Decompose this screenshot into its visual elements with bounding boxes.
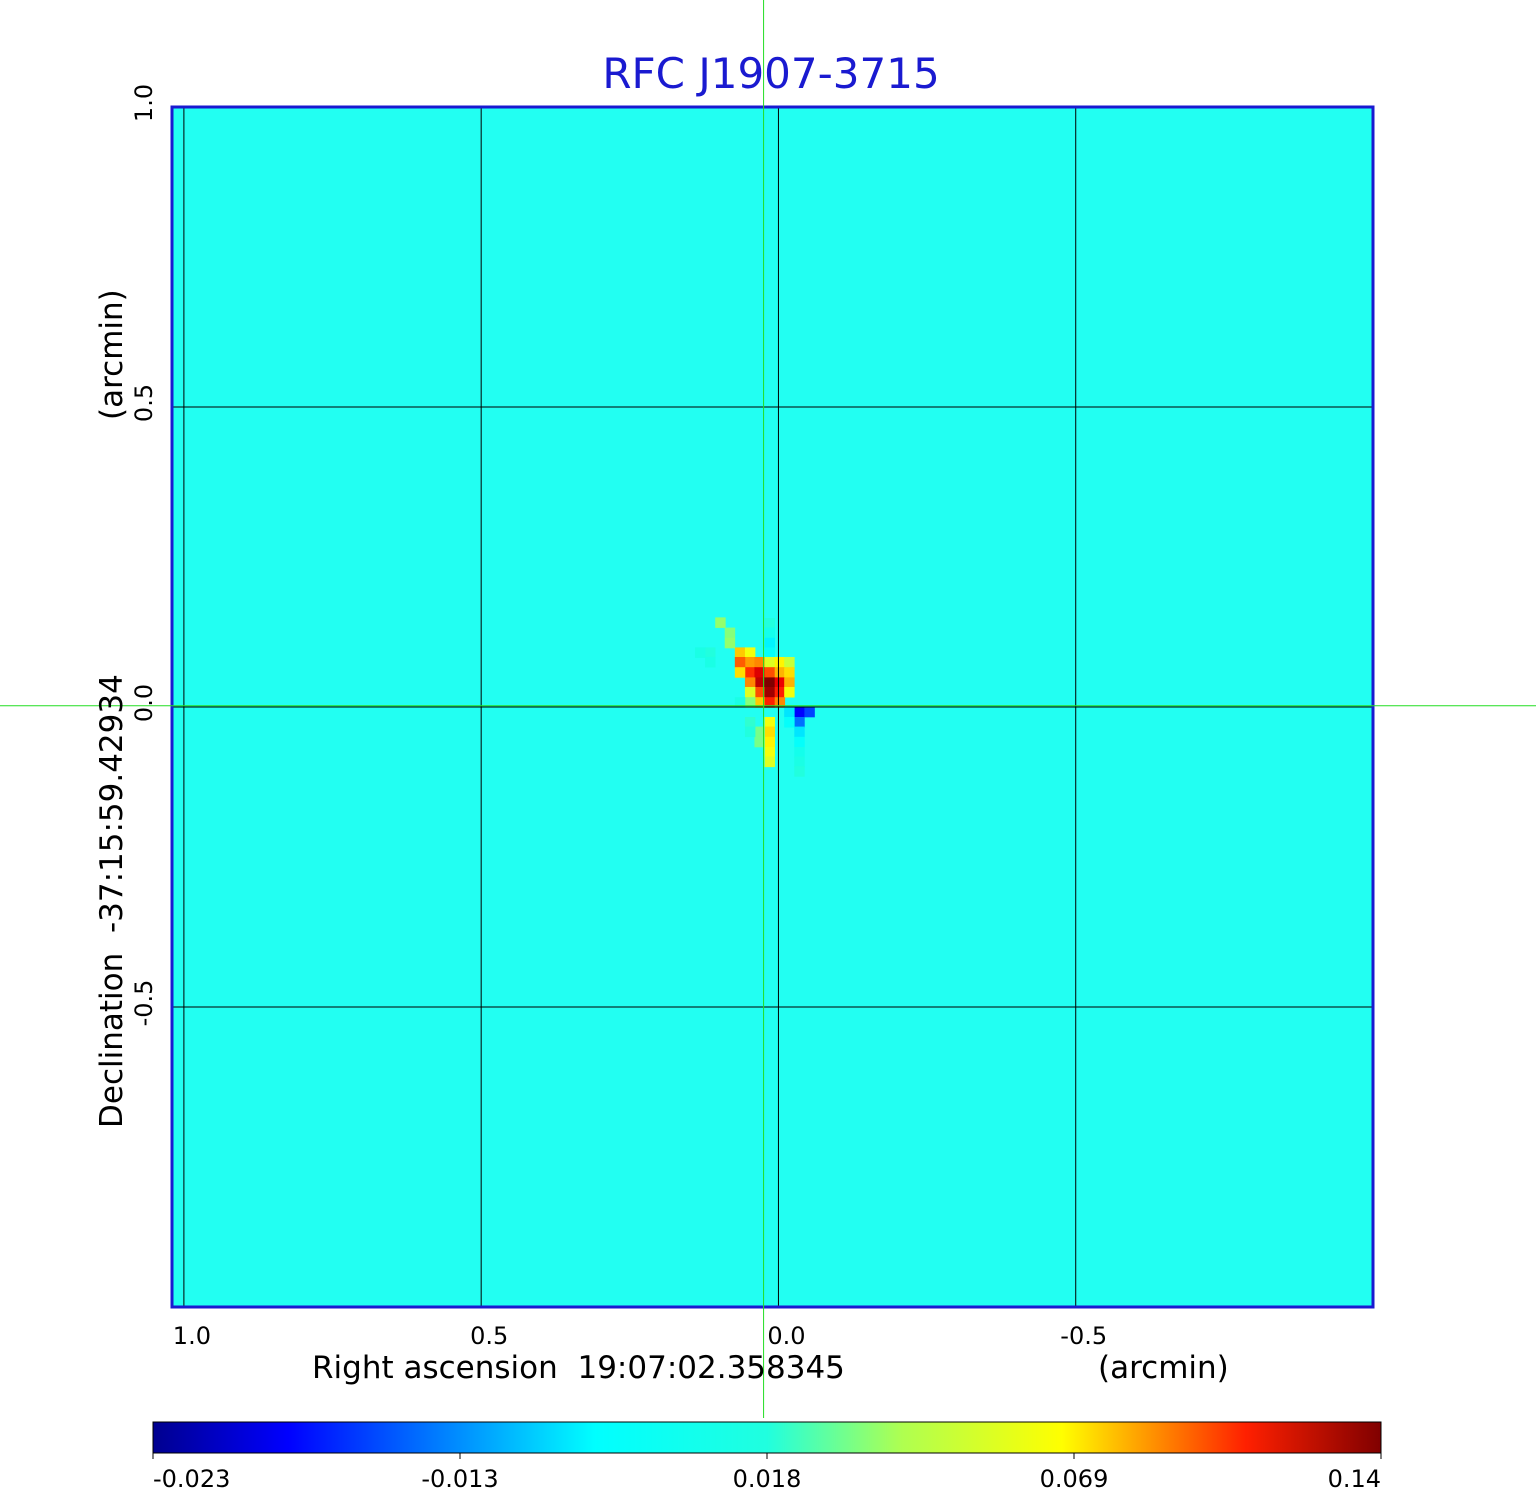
colorbar-tick-label: 0.14 [1328, 1465, 1381, 1493]
x-axis-label: Right ascension 19:07:02.358345 [312, 1350, 845, 1386]
image-pixel [794, 756, 805, 768]
image-pixel [764, 746, 775, 758]
y-axis-unit: (arcmin) [94, 289, 130, 420]
plot-frame [170, 105, 1375, 1309]
x-tick-label: 0.5 [470, 1322, 508, 1350]
x-tick-label: 0.0 [767, 1322, 805, 1350]
colorbar-tick-labels: -0.023 -0.013 0.018 0.069 0.14 [152, 1453, 1382, 1493]
image-pixel [784, 656, 795, 668]
image-pixel [774, 667, 786, 678]
image-pixel [774, 697, 786, 708]
image-pixel [724, 627, 736, 639]
image-pixel [764, 617, 775, 629]
image-pixel [715, 617, 726, 628]
image-pixel [744, 656, 756, 668]
image-pixel [705, 647, 716, 658]
y-tick-label: -0.5 [130, 980, 158, 1027]
image-pixel [764, 637, 775, 649]
image-pixel [734, 647, 746, 658]
colorbar-tick-label: 0.018 [733, 1465, 802, 1493]
image-pixel [764, 736, 775, 748]
image-pixel [744, 667, 756, 678]
colorbar-tick-label: -0.013 [421, 1465, 498, 1493]
image-pixel [744, 686, 756, 698]
chart-title: RFC J1907-3715 [602, 49, 939, 98]
colorbar [152, 1421, 1382, 1454]
image-pixel [764, 647, 775, 658]
colorbar-tick-label: 0.069 [1040, 1465, 1109, 1493]
image-pixel [804, 706, 815, 718]
image-pixel [734, 667, 746, 678]
y-tick-labels: 1.0 0.5 0.0 -0.5 [130, 84, 158, 1027]
image-pixel [744, 677, 756, 688]
image-pixel [764, 716, 775, 728]
y-axis-label: Declination -37:15:59.42934 [94, 674, 130, 1128]
image-pixel [764, 677, 775, 688]
image-pixel [744, 726, 756, 738]
image-pixel [784, 667, 795, 678]
image-pixel [794, 716, 805, 728]
image-pixel [784, 686, 795, 698]
image-pixel [774, 677, 786, 688]
image-pixel [744, 647, 756, 658]
colorbar-tick-label: -0.023 [153, 1465, 230, 1493]
image-pixel [694, 647, 706, 658]
image-pixel [705, 656, 716, 668]
image-pixel [754, 656, 765, 668]
image-pixel [794, 746, 805, 758]
x-tick-labels: 1.0 0.5 0.0 -0.5 [173, 1322, 1107, 1350]
image-pixel [754, 677, 765, 688]
image-pixel [764, 697, 775, 708]
image-pixel [754, 667, 765, 678]
image-pixel [764, 656, 775, 668]
image-pixel [744, 716, 756, 728]
image-pixel [764, 726, 775, 738]
image-pixel [794, 706, 805, 718]
x-tick-label: 1.0 [173, 1322, 211, 1350]
image-pixel [784, 706, 795, 718]
image-pixel [754, 726, 765, 738]
image-pixel [794, 736, 805, 748]
image-pixel [774, 686, 786, 698]
image-pixel [734, 697, 746, 708]
x-tick-label: -0.5 [1060, 1322, 1107, 1350]
image-pixel [794, 726, 805, 738]
image-pixel [764, 756, 775, 768]
image-pixel [754, 697, 765, 708]
image-pixel [784, 716, 795, 728]
image-pixel [734, 656, 746, 668]
image-pixel [754, 686, 765, 698]
image-pixel [744, 697, 756, 708]
image-pixel [784, 677, 795, 688]
y-tick-label: 0.0 [130, 684, 158, 722]
y-tick-label: 0.5 [130, 384, 158, 422]
y-tick-label: 1.0 [130, 84, 158, 122]
image-pixel [794, 766, 805, 777]
image-pixel [764, 686, 775, 698]
x-axis-unit: (arcmin) [1098, 1350, 1229, 1386]
crosshair [0, 0, 1536, 1418]
image-pixel [764, 667, 775, 678]
image-pixel [754, 736, 765, 748]
image-pixel [724, 637, 736, 649]
image-pixel [764, 627, 775, 639]
image-pixel [774, 656, 786, 668]
